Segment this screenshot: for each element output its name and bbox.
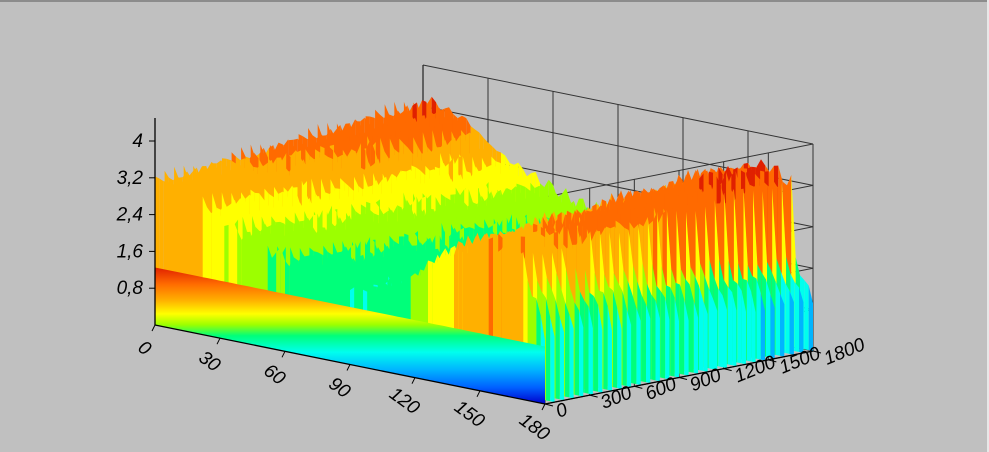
- surface-strip: [617, 308, 622, 389]
- surface-strip: [727, 286, 733, 366]
- surface-strip: [766, 279, 771, 358]
- surface-strip: [588, 306, 593, 395]
- surface-strip: [593, 296, 599, 392]
- surface-strip: [770, 294, 775, 359]
- axes: [149, 118, 822, 411]
- y-tick: [723, 368, 732, 372]
- x-tick-label: 60: [260, 360, 290, 390]
- surface-strip: [789, 290, 794, 355]
- x-tick: [346, 364, 351, 371]
- y-tick-label: 0: [553, 399, 571, 423]
- surface-strip: [555, 299, 560, 400]
- surface-strip: [699, 285, 704, 371]
- x-tick-label: 180: [515, 410, 553, 446]
- surface-strip: [598, 305, 603, 393]
- side-wall-hline: [544, 143, 814, 198]
- z-tick-label: 1,6: [117, 241, 144, 262]
- surface-strip: [559, 317, 565, 401]
- surface-strip: [703, 301, 708, 372]
- surface-strip: [670, 287, 675, 377]
- surface-strip: [713, 298, 718, 370]
- z-tick-label: 3,2: [117, 168, 144, 189]
- x-tick: [216, 337, 221, 345]
- x-tick-label: 30: [195, 347, 225, 377]
- x-tick-label: 90: [325, 373, 355, 403]
- surface-strip: [804, 280, 809, 351]
- surface-strip: [579, 310, 584, 397]
- surface-strip: [545, 297, 551, 402]
- surface-strip: [708, 287, 713, 370]
- surface-strip: [622, 291, 627, 387]
- surface-strip: [607, 306, 612, 391]
- surface-strip: [565, 302, 570, 398]
- surface-strip: [785, 282, 790, 354]
- surface-strip: [612, 290, 618, 388]
- z-tick-label: 2,4: [116, 205, 143, 226]
- surface-strip: [741, 290, 746, 365]
- surface-strip: [651, 294, 656, 381]
- surface-strip: [718, 288, 723, 368]
- back-wall-hline: [422, 64, 814, 145]
- surface-strip: [722, 295, 727, 368]
- surface-strip: [655, 300, 660, 382]
- surface-strip: [737, 283, 742, 364]
- surface-strip: [760, 293, 766, 361]
- x-tick: [411, 377, 416, 384]
- surface-strip: [632, 293, 637, 385]
- x-tick: [476, 390, 481, 398]
- surface-strip: [794, 282, 800, 352]
- surface-strip: [756, 278, 761, 360]
- y-tick: [634, 385, 643, 389]
- y-tick: [678, 377, 688, 380]
- z-tick-label: 4: [132, 131, 143, 152]
- surface-strip: [732, 292, 737, 367]
- y-tick: [812, 350, 822, 354]
- surface-strip: [550, 317, 555, 403]
- surface-strip: [799, 287, 804, 353]
- surface-strip: [693, 301, 699, 374]
- y-tick: [589, 394, 598, 398]
- x-tick-label: 150: [450, 397, 488, 433]
- surface-strip: [679, 284, 685, 375]
- surface-strip: [603, 292, 608, 390]
- surface-strip: [684, 299, 689, 376]
- x-tick: [281, 351, 286, 358]
- surface-strip: [574, 302, 579, 396]
- surface-strip: [689, 284, 694, 373]
- surface-strip: [660, 291, 666, 379]
- surface-strip: [584, 300, 589, 394]
- y-tick: [544, 403, 554, 407]
- surface-strip: [646, 304, 651, 384]
- y-tick-label: 1800: [821, 334, 868, 369]
- surface-strip: [569, 314, 574, 399]
- surface-strip: [665, 297, 670, 380]
- x-tick: [541, 403, 546, 411]
- panel-border-right: [987, 0, 989, 452]
- x-tick-label: 0: [134, 337, 155, 360]
- surface: [155, 96, 813, 404]
- panel-border-top: [0, 0, 989, 2]
- z-tick-label: 0,8: [117, 278, 144, 299]
- surface-strip: [808, 285, 813, 351]
- y-tick: [768, 359, 777, 363]
- surface-strip: [674, 297, 679, 378]
- x-tick-label: 120: [385, 383, 423, 419]
- surface-strip: [780, 293, 785, 357]
- x-tick: [151, 324, 156, 332]
- surface-strip: [751, 291, 756, 363]
- surface-front-wall: [155, 267, 545, 404]
- surface-strip: [746, 280, 752, 362]
- surface-strip: [626, 309, 632, 387]
- surface-strip: [641, 295, 646, 383]
- surface-strip: [775, 281, 780, 356]
- surface-strip: [636, 307, 641, 386]
